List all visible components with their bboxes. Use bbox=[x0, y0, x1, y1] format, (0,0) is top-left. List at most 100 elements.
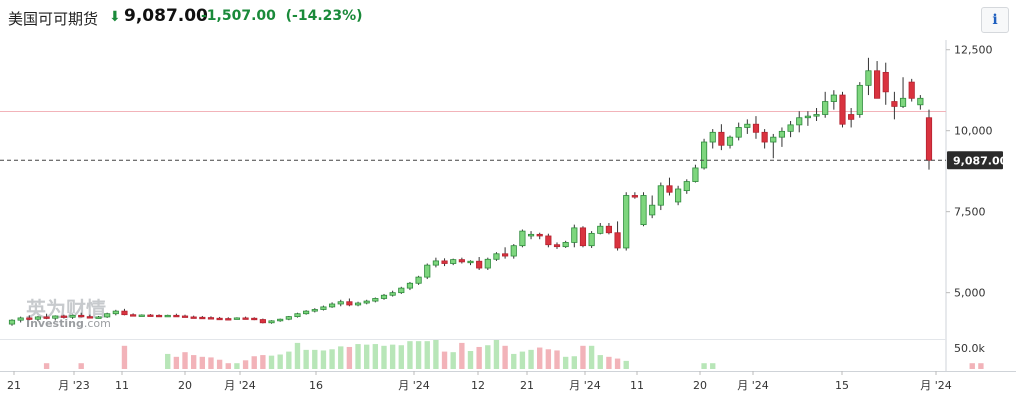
candle bbox=[891, 91, 898, 120]
candle-body bbox=[52, 315, 59, 319]
candle-body bbox=[181, 315, 189, 318]
volume-bar bbox=[182, 352, 188, 369]
volume-bar bbox=[623, 360, 629, 369]
candle-body bbox=[856, 84, 863, 115]
candle bbox=[181, 314, 189, 318]
candle bbox=[874, 61, 881, 99]
x-tick-label: 月 '24 bbox=[224, 379, 256, 392]
candle-body bbox=[709, 131, 716, 143]
candle-body bbox=[337, 301, 344, 305]
candle-body bbox=[571, 227, 578, 243]
candle-body bbox=[874, 70, 881, 99]
down-arrow-icon: ⬇ bbox=[109, 9, 121, 25]
candle bbox=[597, 223, 604, 235]
x-tick-label: 20 bbox=[693, 379, 707, 392]
info-button[interactable]: i bbox=[981, 7, 1009, 33]
candle bbox=[78, 312, 85, 318]
candle-body bbox=[450, 259, 457, 264]
candle-body bbox=[804, 115, 811, 119]
volume-bar bbox=[519, 351, 526, 369]
candle bbox=[579, 226, 587, 248]
candle bbox=[856, 82, 863, 118]
candle-body bbox=[891, 101, 898, 107]
candle bbox=[917, 95, 924, 110]
candle bbox=[796, 111, 803, 133]
grid-lines bbox=[0, 40, 1016, 372]
candle-body bbox=[605, 225, 612, 234]
candle bbox=[562, 240, 569, 248]
candle-body bbox=[259, 319, 266, 324]
y-axis: 5,000 7,500 10,000 12,500 50.0k bbox=[946, 44, 993, 355]
candle-body bbox=[441, 260, 448, 264]
volume-bar bbox=[381, 345, 387, 369]
candle-body bbox=[95, 316, 102, 319]
candle-body bbox=[363, 300, 370, 304]
candle bbox=[631, 192, 638, 199]
candle bbox=[450, 258, 457, 266]
volume-bar bbox=[511, 353, 517, 369]
candle bbox=[147, 314, 154, 317]
candle bbox=[510, 244, 517, 259]
candle bbox=[493, 252, 500, 261]
candle-body bbox=[354, 302, 362, 306]
candle bbox=[571, 224, 578, 248]
candles bbox=[8, 57, 933, 326]
candle bbox=[216, 316, 223, 321]
x-tick-label: 月 '24 bbox=[569, 379, 601, 392]
candle-body bbox=[190, 316, 197, 319]
candle-body bbox=[389, 292, 396, 296]
candle-body bbox=[303, 310, 310, 315]
quote-header: 美国可可期货 ⬇ 9,087.00 -1,507.00 (-14.23%) i bbox=[0, 0, 1016, 36]
candle-body bbox=[121, 310, 128, 316]
candle bbox=[69, 314, 76, 319]
candle bbox=[285, 315, 292, 321]
candle bbox=[752, 116, 760, 139]
candle bbox=[588, 231, 595, 248]
candle bbox=[761, 129, 768, 149]
volume-bar bbox=[537, 347, 543, 369]
candle bbox=[294, 312, 301, 318]
volume-bar bbox=[78, 363, 84, 369]
candle-body bbox=[787, 124, 794, 132]
candle-body bbox=[467, 260, 474, 264]
candle bbox=[112, 309, 119, 316]
candle-body bbox=[476, 260, 483, 269]
candle bbox=[34, 315, 42, 322]
candle bbox=[277, 318, 284, 322]
candle bbox=[259, 318, 266, 324]
candle-body bbox=[752, 123, 760, 133]
candle bbox=[398, 286, 405, 294]
candle-body bbox=[813, 114, 820, 117]
candle bbox=[138, 314, 145, 317]
candle-body bbox=[718, 131, 725, 146]
volume-bar bbox=[312, 349, 318, 369]
volume-bar bbox=[459, 342, 465, 369]
volume-bar bbox=[571, 356, 577, 369]
candle-body bbox=[882, 71, 889, 93]
y-tick-label: 7,500 bbox=[954, 206, 986, 219]
candle-body bbox=[458, 259, 465, 263]
volume-bar bbox=[969, 363, 975, 369]
candle-body bbox=[493, 253, 500, 260]
candle bbox=[899, 77, 907, 109]
candle bbox=[233, 317, 241, 320]
candle-body bbox=[692, 167, 699, 182]
candle bbox=[925, 109, 933, 170]
candle bbox=[640, 192, 647, 227]
candle bbox=[121, 308, 128, 316]
candle bbox=[787, 120, 794, 138]
y-tick-label: 12,500 bbox=[954, 44, 993, 57]
candle bbox=[164, 314, 171, 318]
volume-bar bbox=[208, 357, 214, 369]
candle-body bbox=[78, 314, 85, 318]
candle-body bbox=[675, 188, 682, 203]
candle-body bbox=[848, 114, 855, 120]
volume-bar bbox=[701, 363, 707, 369]
candle-body bbox=[510, 245, 517, 257]
last-price: 9,087.00 bbox=[124, 6, 208, 26]
candle-body bbox=[553, 244, 561, 248]
candle-body bbox=[726, 136, 734, 146]
candle-body bbox=[614, 232, 621, 249]
instrument-title: 美国可可期货 bbox=[8, 10, 99, 28]
